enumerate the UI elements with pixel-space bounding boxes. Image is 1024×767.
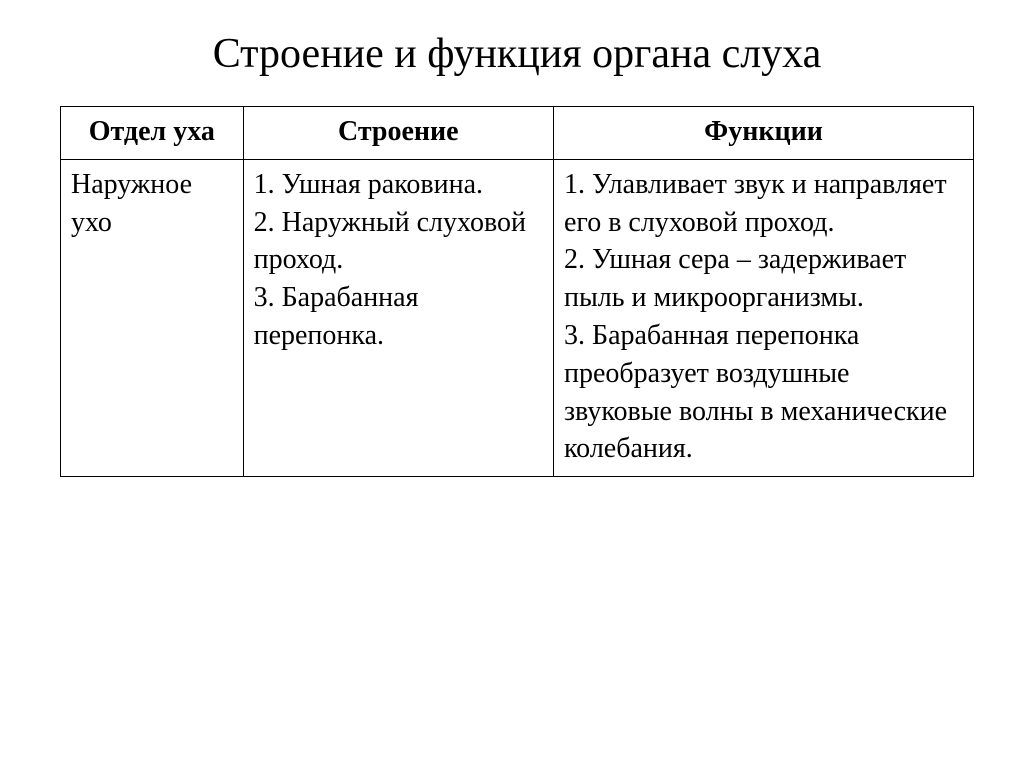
list-item: 3. Барабанная перепонка преобразует возд… <box>564 317 963 468</box>
page: Строение и функция органа слуха Отдел ух… <box>0 0 1024 517</box>
table-header-row: Отдел уха Строение Функции <box>61 107 974 160</box>
cell-structure: 1. Ушная раковина. 2. Наружный слуховой … <box>243 159 553 476</box>
functions-list: 1. Улавливает звук и направляет его в сл… <box>564 166 963 468</box>
cell-functions: 1. Улавливает звук и направляет его в сл… <box>554 159 974 476</box>
header-structure: Строение <box>243 107 553 160</box>
page-title: Строение и функция органа слуха <box>60 30 974 78</box>
list-item: 2. Ушная сера – задерживает пыль и микро… <box>564 241 963 317</box>
table-row: Наружное ухо 1. Ушная раковина. 2. Наруж… <box>61 159 974 476</box>
list-item: 3. Барабанная перепонка. <box>254 279 543 355</box>
header-functions: Функции <box>554 107 974 160</box>
cell-section: Наружное ухо <box>61 159 244 476</box>
list-item: 1. Улавливает звук и направляет его в сл… <box>564 166 963 242</box>
section-label: Наружное ухо <box>71 169 192 238</box>
header-section: Отдел уха <box>61 107 244 160</box>
structure-list: 1. Ушная раковина. 2. Наружный слуховой … <box>254 166 543 355</box>
list-item: 1. Ушная раковина. <box>254 166 543 204</box>
ear-table: Отдел уха Строение Функции Наружное ухо … <box>60 106 974 477</box>
list-item: 2. Наружный слуховой проход. <box>254 204 543 280</box>
